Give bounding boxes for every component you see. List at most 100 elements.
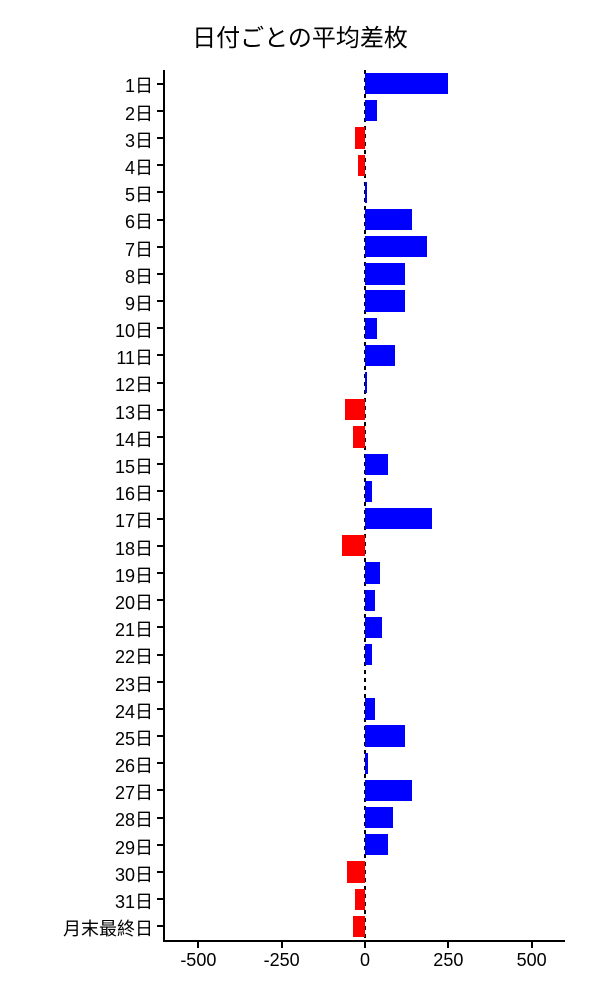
y-tick-label: 9日: [125, 290, 153, 316]
y-tick-label: 月末最終日: [63, 915, 153, 941]
y-tick-mark: [157, 409, 163, 411]
y-tick-mark: [157, 817, 163, 819]
y-tick-mark: [157, 246, 163, 248]
y-tick-mark: [157, 300, 163, 302]
y-tick-mark: [157, 654, 163, 656]
chart-container: 日付ごとの平均差枚 1日2日3日4日5日6日7日8日9日10日11日12日13日…: [0, 0, 600, 1000]
y-tick-mark: [157, 273, 163, 275]
y-tick-label: 12日: [115, 371, 153, 397]
bar: [365, 236, 427, 257]
bar: [365, 617, 382, 638]
x-tick-label: 250: [433, 950, 463, 971]
y-tick-label: 29日: [115, 834, 153, 860]
bar: [353, 916, 365, 937]
y-tick-mark: [157, 327, 163, 329]
y-tick-mark: [157, 463, 163, 465]
zero-line: [364, 230, 366, 234]
y-tick-mark: [157, 354, 163, 356]
y-tick-label: 5日: [125, 181, 153, 207]
y-tick-mark: [157, 844, 163, 846]
y-tick-mark: [157, 382, 163, 384]
y-tick-label: 24日: [115, 698, 153, 724]
bar: [365, 454, 388, 475]
x-tick-mark: [447, 942, 449, 948]
bar: [345, 399, 365, 420]
zero-line: [364, 502, 366, 506]
bar: [353, 426, 365, 447]
bar: [365, 508, 432, 529]
y-tick-label: 6日: [125, 208, 153, 234]
bar: [365, 780, 412, 801]
bar: [365, 100, 377, 121]
zero-line: [364, 366, 366, 370]
y-tick-mark: [157, 110, 163, 112]
bar: [365, 834, 388, 855]
x-tick-label: -500: [180, 950, 216, 971]
bar: [365, 345, 395, 366]
y-tick-mark: [157, 681, 163, 683]
x-tick-mark: [364, 942, 366, 948]
y-tick-label: 22日: [115, 643, 153, 669]
zero-line: [364, 910, 366, 914]
y-tick-label: 27日: [115, 779, 153, 805]
y-tick-mark: [157, 436, 163, 438]
bar: [365, 290, 405, 311]
y-tick-label: 19日: [115, 562, 153, 588]
y-tick-label: 31日: [115, 888, 153, 914]
y-tick-label: 1日: [125, 72, 153, 98]
y-tick-mark: [157, 708, 163, 710]
bar: [365, 698, 375, 719]
zero-line: [364, 150, 366, 154]
y-tick-label: 15日: [115, 453, 153, 479]
y-tick-label: 13日: [115, 399, 153, 425]
y-tick-label: 30日: [115, 861, 153, 887]
bar: [365, 372, 367, 393]
zero-line: [364, 638, 366, 642]
y-tick-label: 11日: [116, 344, 153, 370]
zero-line: [364, 286, 366, 290]
y-tick-label: 20日: [115, 589, 153, 615]
y-tick-label: 14日: [115, 426, 153, 452]
y-tick-mark: [157, 137, 163, 139]
y-tick-label: 28日: [115, 806, 153, 832]
zero-line: [364, 670, 366, 674]
y-tick-mark: [157, 762, 163, 764]
y-tick-mark: [157, 925, 163, 927]
y-tick-mark: [157, 83, 163, 85]
y-tick-mark: [157, 898, 163, 900]
x-tick-mark: [281, 942, 283, 948]
x-tick-label: 0: [360, 950, 370, 971]
zero-line: [364, 686, 366, 690]
bar: [365, 182, 367, 203]
y-tick-mark: [157, 545, 163, 547]
y-tick-mark: [157, 735, 163, 737]
zero-line: [364, 422, 366, 426]
chart-title: 日付ごとの平均差枚: [0, 18, 600, 53]
y-tick-label: 25日: [115, 725, 153, 751]
y-tick-mark: [157, 191, 163, 193]
y-tick-label: 10日: [115, 317, 153, 343]
y-tick-label: 23日: [115, 671, 153, 697]
bar: [365, 644, 372, 665]
bar: [365, 318, 377, 339]
y-tick-mark: [157, 518, 163, 520]
y-tick-label: 16日: [115, 480, 153, 506]
x-tick-label: -250: [264, 950, 300, 971]
y-tick-label: 26日: [115, 752, 153, 778]
y-tick-mark: [157, 164, 163, 166]
y-tick-label: 4日: [125, 154, 153, 180]
y-tick-label: 21日: [115, 616, 153, 642]
y-tick-mark: [157, 789, 163, 791]
y-tick-mark: [157, 490, 163, 492]
bar: [365, 590, 375, 611]
bar: [365, 263, 405, 284]
x-tick-mark: [197, 942, 199, 948]
zero-line: [364, 94, 366, 98]
y-tick-label: 8日: [125, 263, 153, 289]
bar: [342, 535, 365, 556]
bar: [355, 127, 365, 148]
plot-area: 1日2日3日4日5日6日7日8日9日10日11日12日13日14日15日16日1…: [165, 70, 565, 940]
zero-line: [364, 774, 366, 778]
y-tick-label: 18日: [115, 535, 153, 561]
y-tick-label: 17日: [115, 507, 153, 533]
